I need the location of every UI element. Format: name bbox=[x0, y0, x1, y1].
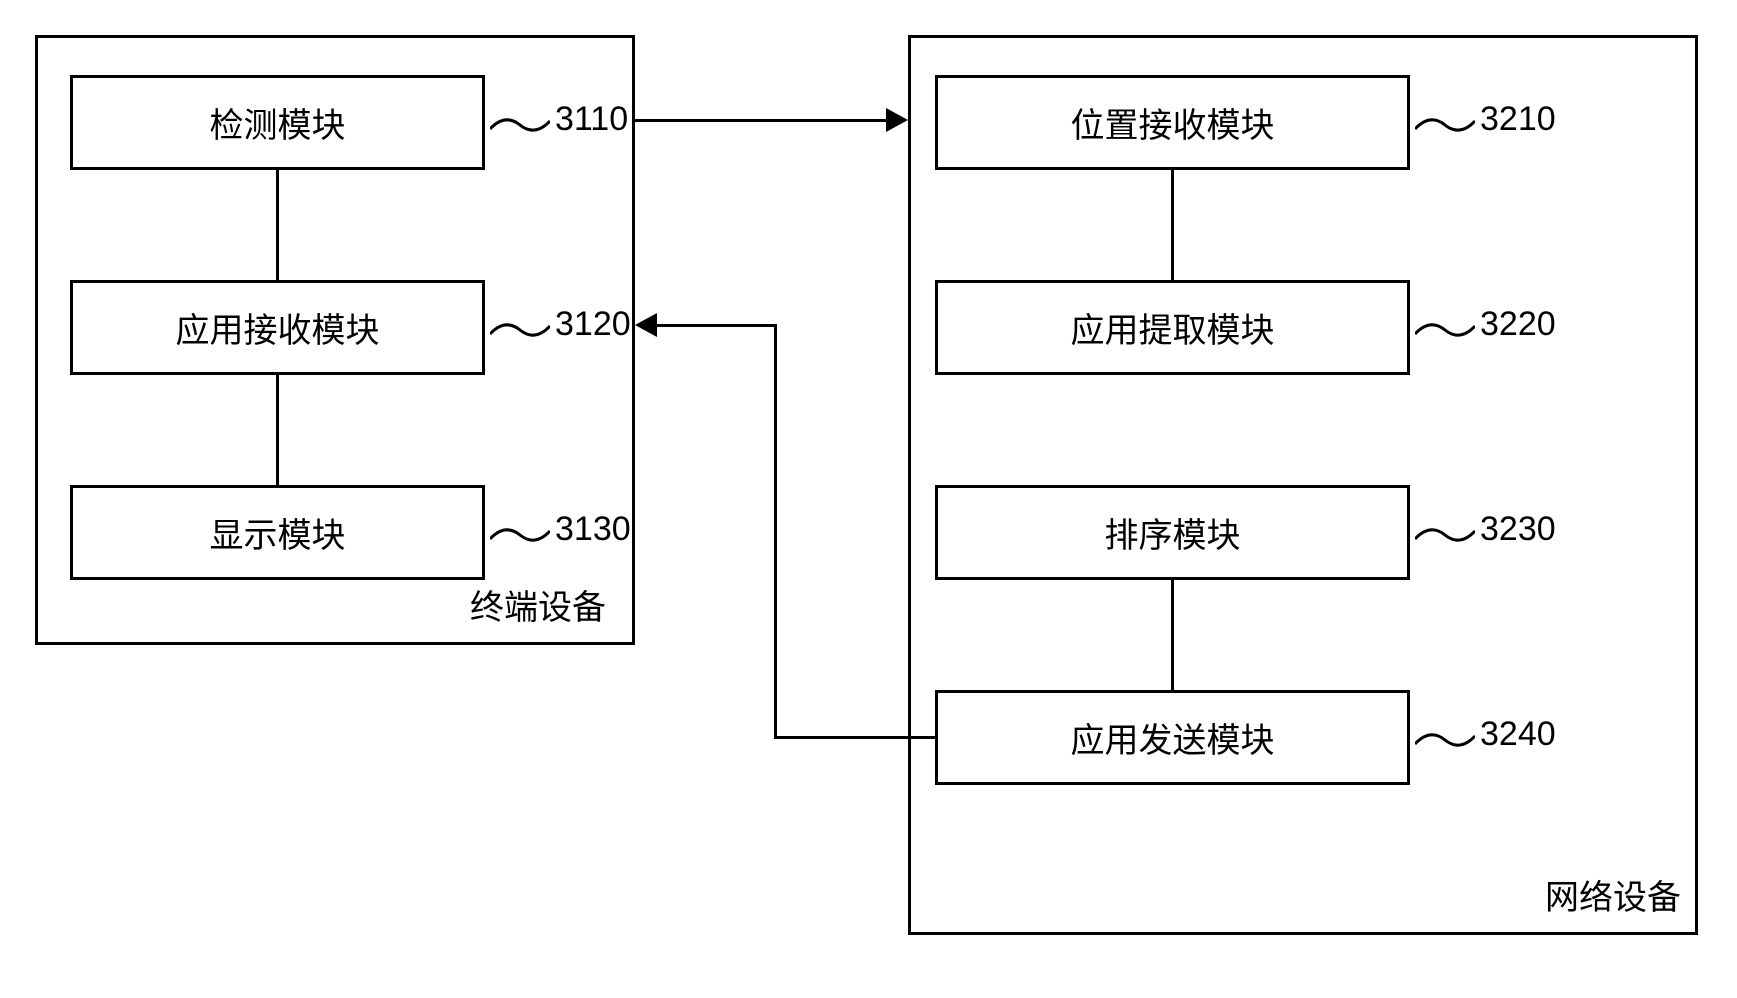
display-module-label: 显示模块 bbox=[210, 508, 346, 557]
diagram-canvas: { "diagram": { "type": "flowchart", "bac… bbox=[0, 0, 1737, 998]
app-send-module-label: 应用发送模块 bbox=[1071, 713, 1275, 762]
ref-3120: 3120 bbox=[555, 305, 631, 344]
connector-line bbox=[1171, 170, 1174, 280]
detection-module-label: 检测模块 bbox=[210, 98, 346, 147]
detection-module: 检测模块 bbox=[70, 75, 485, 170]
tilde-icon bbox=[490, 320, 550, 340]
arrow-line bbox=[635, 119, 888, 122]
arrow-right-icon bbox=[886, 108, 908, 132]
sort-module: 排序模块 bbox=[935, 485, 1410, 580]
network-device-title: 网络设备 bbox=[1545, 870, 1681, 919]
connector-line bbox=[276, 375, 279, 485]
tilde-icon bbox=[1415, 115, 1475, 135]
ref-3110: 3110 bbox=[555, 100, 628, 139]
ref-3240: 3240 bbox=[1480, 715, 1556, 754]
tilde-icon bbox=[490, 525, 550, 545]
location-receive-module: 位置接收模块 bbox=[935, 75, 1410, 170]
app-extract-module: 应用提取模块 bbox=[935, 280, 1410, 375]
arrow-line bbox=[774, 325, 777, 739]
app-extract-module-label: 应用提取模块 bbox=[1071, 303, 1275, 352]
tilde-icon bbox=[490, 115, 550, 135]
tilde-icon bbox=[1415, 320, 1475, 340]
connector-line bbox=[276, 170, 279, 280]
location-receive-module-label: 位置接收模块 bbox=[1071, 98, 1275, 147]
arrow-left-icon bbox=[635, 313, 657, 337]
sort-module-label: 排序模块 bbox=[1105, 508, 1241, 557]
tilde-icon bbox=[1415, 730, 1475, 750]
ref-3130: 3130 bbox=[555, 510, 631, 549]
ref-3220: 3220 bbox=[1480, 305, 1556, 344]
display-module: 显示模块 bbox=[70, 485, 485, 580]
app-send-module: 应用发送模块 bbox=[935, 690, 1410, 785]
tilde-icon bbox=[1415, 525, 1475, 545]
arrow-line bbox=[775, 736, 935, 739]
ref-3230: 3230 bbox=[1480, 510, 1556, 549]
arrow-line bbox=[657, 324, 777, 327]
ref-3210: 3210 bbox=[1480, 100, 1556, 139]
app-receive-module-label: 应用接收模块 bbox=[176, 303, 380, 352]
app-receive-module: 应用接收模块 bbox=[70, 280, 485, 375]
connector-line bbox=[1171, 580, 1174, 690]
terminal-device-title: 终端设备 bbox=[470, 580, 606, 629]
